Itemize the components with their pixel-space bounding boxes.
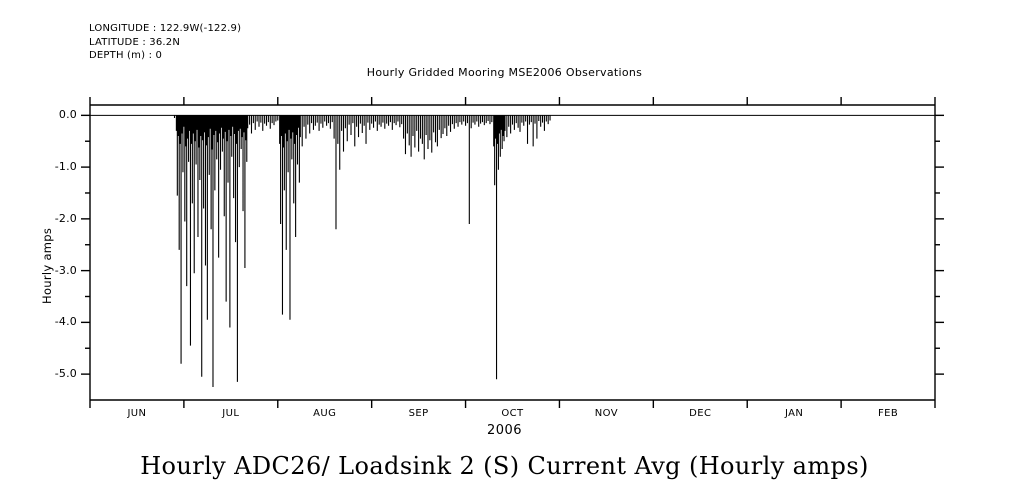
x-tick-label: SEP [408, 408, 429, 419]
x-tick-label: JUL [222, 408, 240, 419]
y-tick-label: -5.0 [54, 367, 77, 381]
x-tick-label: NOV [594, 408, 618, 419]
x-tick-label: DEC [689, 408, 712, 419]
depth-text: DEPTH (m) : 0 [89, 50, 163, 61]
chart-title: Hourly Gridded Mooring MSE2006 Observati… [366, 66, 643, 79]
y-tick-label: -2.0 [54, 211, 77, 225]
y-tick-label: -4.0 [54, 315, 77, 329]
x-tick-label: OCT [501, 408, 524, 419]
x-tick-label: JUN [127, 408, 147, 419]
x-tick-label: FEB [877, 408, 899, 419]
y-tick-label: 0.0 [58, 108, 77, 122]
spike-series [173, 115, 551, 388]
x-tick-label: JAN [785, 408, 804, 419]
latitude-text: LATITUDE : 36.2N [89, 36, 181, 48]
x-axis-title: 2006 [486, 423, 523, 438]
x-tick-label: AUG [313, 408, 337, 419]
longitude-text: LONGITUDE : 122.9W(-122.9) [89, 23, 242, 34]
data-spikes [173, 115, 551, 388]
station-metadata: LONGITUDE : 122.9W(-122.9) LATITUDE : 36… [89, 22, 241, 63]
y-tick-label: -1.0 [54, 160, 77, 174]
y-tick-label: -3.0 [54, 263, 77, 277]
figure-caption: Hourly ADC26/ Loadsink 2 (S) Current Avg… [140, 452, 869, 480]
